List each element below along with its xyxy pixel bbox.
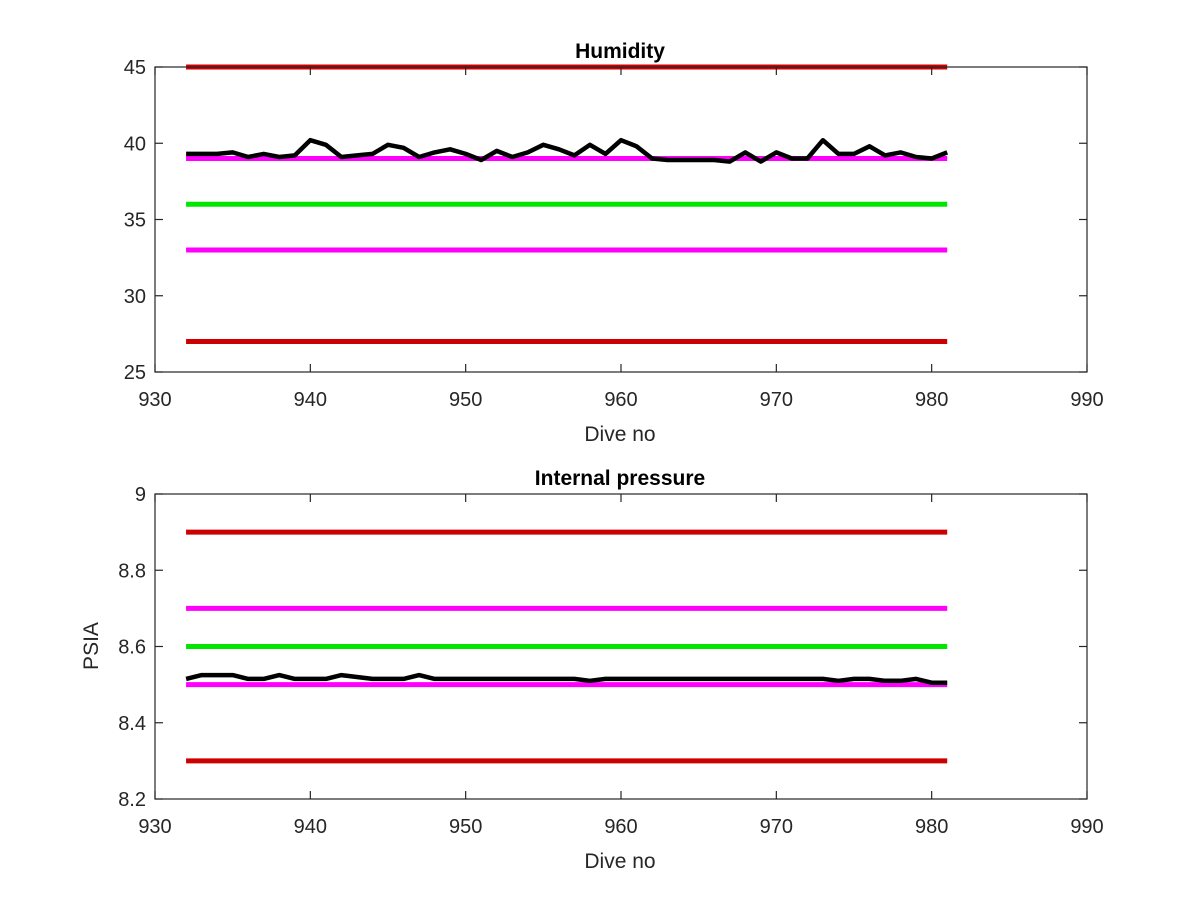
x-tick-label: 950: [449, 816, 482, 838]
y-axis-ticks: 25 30 35 40 45: [124, 57, 1087, 384]
x-axis-ticks: 930 940 950 960 970 980 990: [138, 67, 1104, 411]
series-line-0: [186, 137, 949, 164]
x-tick-label: 940: [294, 816, 327, 838]
x-tick-label: 930: [138, 816, 171, 838]
x-axis-ticks: 930 940 950 960 970 980 990: [138, 494, 1104, 838]
y-tick-label: 35: [124, 210, 146, 232]
series-lines: [186, 137, 949, 164]
reference-lines: [186, 529, 948, 764]
x-tick-label: 990: [1070, 389, 1103, 411]
x-tick-label: 960: [604, 816, 637, 838]
x-axis-label: Dive no: [584, 423, 655, 446]
y-tick-label: 8.2: [118, 789, 146, 811]
x-tick-label: 940: [294, 389, 327, 411]
plot-title: Humidity: [575, 40, 665, 63]
x-tick-label: 970: [760, 389, 793, 411]
y-tick-label: 8.8: [118, 560, 146, 582]
x-tick-label: 960: [604, 389, 637, 411]
series-lines: [185, 672, 948, 685]
x-tick-label: 950: [449, 389, 482, 411]
x-tick-label: 990: [1070, 816, 1103, 838]
y-axis-ticks: 8.2 8.4 8.6 8.8 9: [118, 484, 1087, 811]
x-axis-label: Dive no: [584, 850, 655, 873]
y-tick-label: 25: [124, 362, 146, 384]
y-tick-label: 8.6: [118, 637, 146, 659]
subplot-internal-pressure: Internal pressure 930 940 950 960 970 980 990 …: [80, 467, 1104, 873]
y-tick-label: 30: [124, 286, 146, 308]
x-tick-label: 930: [138, 389, 171, 411]
y-tick-label: 40: [124, 133, 146, 155]
y-tick-label: 8.4: [118, 713, 146, 735]
series-line-0: [185, 672, 948, 685]
y-tick-label: 45: [124, 57, 146, 79]
plot-title: Internal pressure: [535, 467, 705, 490]
x-tick-label: 980: [915, 816, 948, 838]
x-tick-label: 980: [915, 389, 948, 411]
x-tick-label: 970: [760, 816, 793, 838]
subplot-humidity: Humidity 930 940 950 960 970 980 990 25 30 35 40 4…: [124, 40, 1104, 446]
y-axis-label: PSIA: [80, 622, 103, 670]
y-tick-label: 9: [135, 484, 146, 506]
